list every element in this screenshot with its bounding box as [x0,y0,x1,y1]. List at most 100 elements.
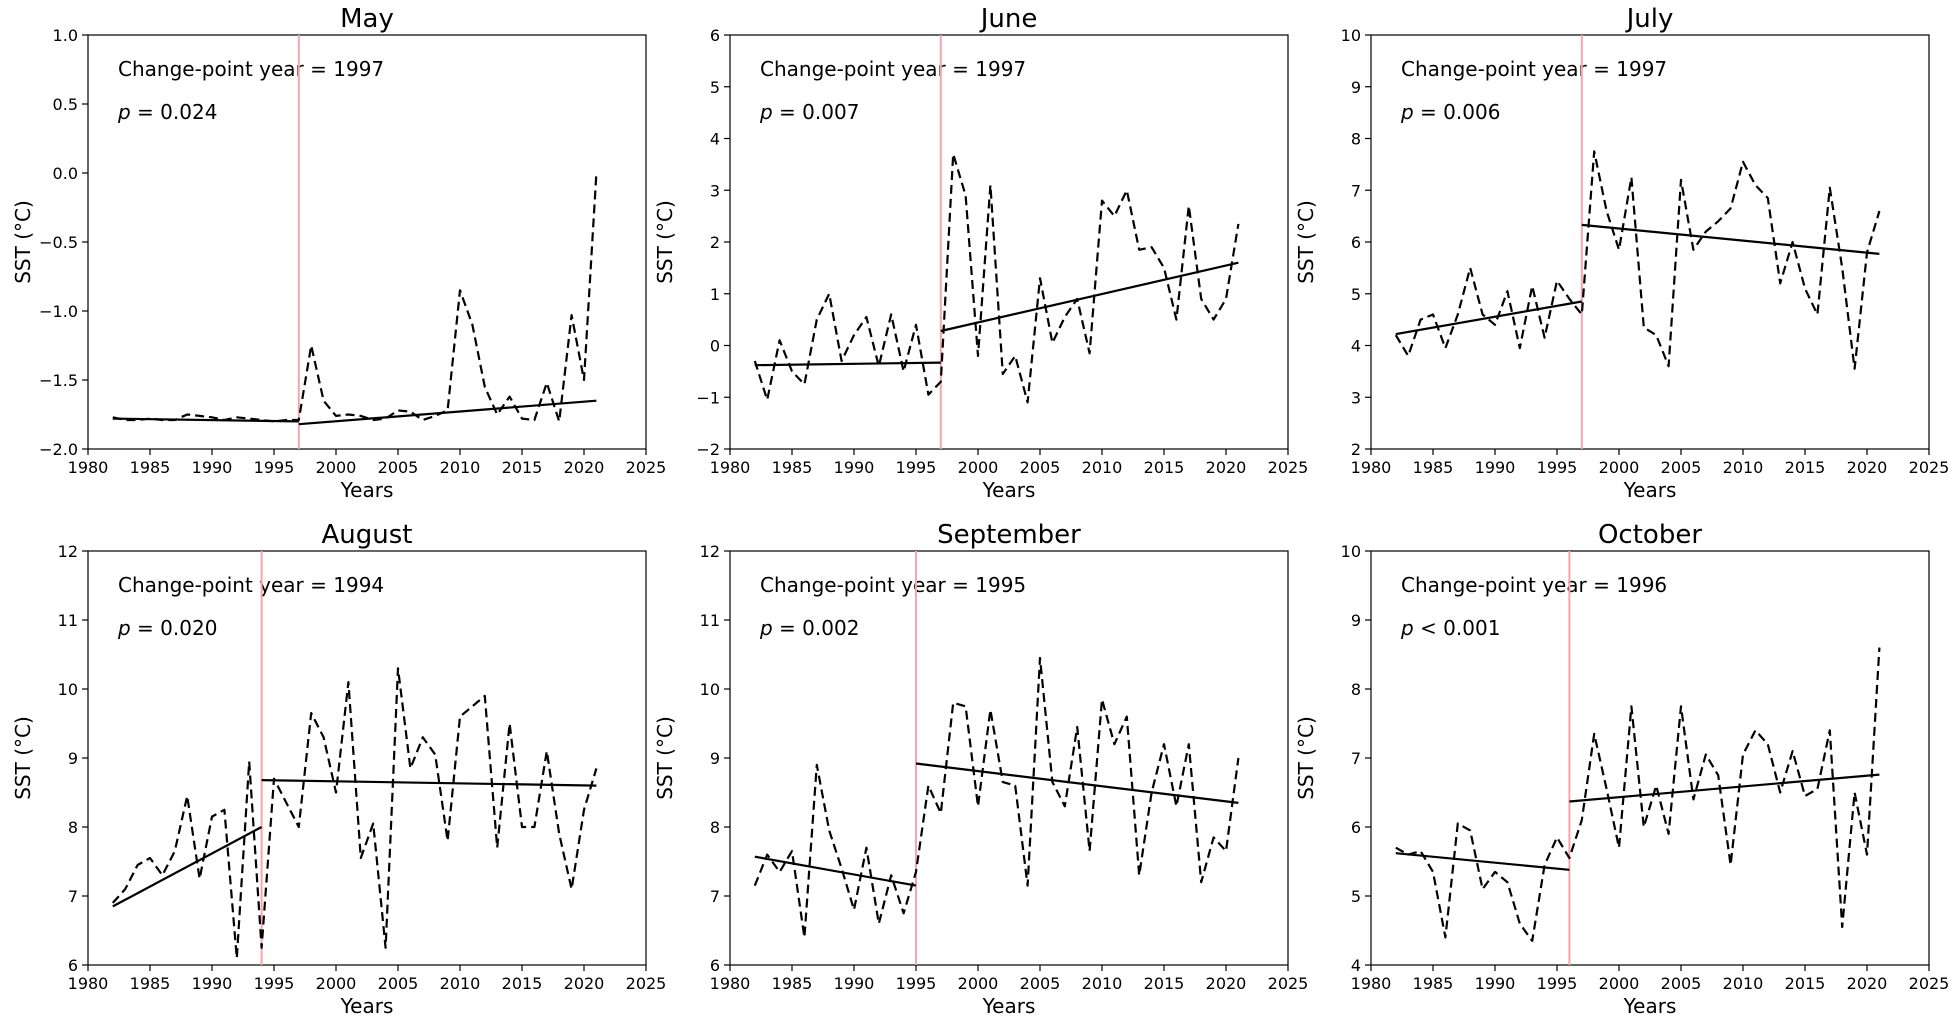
p-value-annotation: p = 0.007 [759,100,859,124]
x-tick-label: 1985 [130,458,171,477]
x-tick-label: 2005 [1020,458,1061,477]
x-tick-label: 2015 [502,458,543,477]
plot-frame [729,34,1289,450]
x-tick-label: 2010 [440,974,481,993]
x-tick-label: 1990 [1475,458,1516,477]
y-tick-label: −1.5 [39,371,78,390]
x-tick-label: 1980 [1351,974,1392,993]
y-tick-label: 8 [710,818,720,837]
y-tick-label: −1 [696,388,720,407]
y-tick-label: 4 [1351,337,1361,356]
x-tick-label: 1990 [192,974,233,993]
p-value-text: = 0.024 [131,100,218,124]
y-tick-label: 12 [700,542,720,561]
y-tick-label: 7 [710,887,720,906]
trend-line-before [754,361,941,367]
y-axis-label: SST (°C) [11,716,35,800]
x-tick-label: 2000 [1599,458,1640,477]
y-tick-label: 8 [1351,130,1361,149]
change-point-annotation: Change-point year = 1994 [118,573,384,597]
x-tick-label: 2020 [564,974,605,993]
x-tick-label: 1990 [834,458,875,477]
x-tick-label: 2010 [1082,974,1123,993]
x-tick-label: 2005 [1661,458,1702,477]
sst-series-line [1394,150,1881,370]
y-tick-label: 10 [1341,542,1361,561]
y-tick-label: 4 [1351,956,1361,975]
p-value-annotation: p = 0.002 [759,616,859,640]
trend-line-after [1569,773,1880,803]
y-tick-label: 11 [700,611,720,630]
x-tick-label: 2010 [1082,458,1123,477]
trend-line-before [1395,852,1570,871]
y-tick-label: 12 [58,542,78,561]
p-value-annotation: p = 0.006 [1400,100,1500,124]
p-symbol: p [759,616,773,640]
y-tick-label: 11 [58,611,78,630]
p-symbol: p [117,616,131,640]
change-point-annotation: Change-point year = 1997 [118,57,384,81]
y-tick-label: 8 [68,818,78,837]
x-tick-label: 2010 [1723,974,1764,993]
sst-series-line [112,172,598,423]
x-tick-label: 2020 [564,458,605,477]
y-tick-label: 6 [1351,233,1361,252]
change-point-annotation: Change-point year = 1997 [760,57,1026,81]
p-value-text: = 0.020 [131,616,218,640]
y-tick-label: 9 [1351,78,1361,97]
panel-title: September [937,520,1081,550]
x-tick-label: 2015 [1785,974,1826,993]
x-tick-label: 2025 [1909,974,1949,993]
trend-line-after [298,399,597,426]
y-tick-label: 10 [58,680,78,699]
x-tick-label: 2000 [316,974,357,993]
y-tick-label: 0.5 [53,95,78,114]
p-value-text: = 0.006 [1414,100,1501,124]
y-axis-label: SST (°C) [1294,716,1318,800]
y-tick-label: 1 [710,285,720,304]
p-value-annotation: p = 0.024 [117,100,217,124]
panel-september: September Years SST (°C) Change-point ye… [653,520,1308,1018]
y-tick-label: 7 [1351,181,1361,200]
y-axis-label: SST (°C) [653,716,677,800]
sst-series-line [753,152,1240,404]
panel-title: July [1625,4,1674,34]
y-tick-label: 6 [68,956,78,975]
p-symbol: p [1400,616,1414,640]
y-tick-label: −2.0 [39,440,78,459]
x-tick-label: 2005 [1661,974,1702,993]
y-tick-label: −1.0 [39,302,78,321]
x-tick-label: 1985 [772,974,813,993]
x-tick-label: 1995 [1537,974,1578,993]
y-tick-label: −2 [696,440,720,459]
sst-series-line [1395,647,1881,943]
y-tick-label: 10 [700,680,720,699]
y-axis-label: SST (°C) [11,200,35,284]
panel-may: May Years SST (°C) Change-point year = 1… [11,4,666,502]
x-tick-label: 1995 [896,458,937,477]
x-axis-label: Years [340,994,394,1018]
y-tick-label: 5 [710,78,720,97]
x-tick-label: 2005 [1020,974,1061,993]
sst-series-line [111,667,598,960]
x-tick-label: 2025 [1909,458,1949,477]
x-axis-label: Years [1623,994,1677,1018]
trend-line-after [261,779,597,787]
p-symbol: p [117,100,131,124]
x-tick-label: 1985 [772,458,813,477]
y-tick-label: 3 [1351,388,1361,407]
p-value-text: < 0.001 [1414,616,1501,640]
y-tick-label: 3 [710,181,720,200]
x-tick-label: 1985 [130,974,171,993]
change-point-annotation: Change-point year = 1997 [1401,57,1667,81]
y-tick-label: 6 [710,956,720,975]
x-tick-label: 1990 [1475,974,1516,993]
x-tick-label: 2015 [1144,974,1185,993]
x-tick-label: 1995 [254,974,295,993]
x-tick-label: 2000 [316,458,357,477]
x-tick-label: 2020 [1847,458,1888,477]
trend-line-before [1395,300,1582,336]
x-tick-label: 2020 [1206,458,1247,477]
x-tick-label: 1980 [1351,458,1392,477]
trend-line-before [112,417,299,423]
